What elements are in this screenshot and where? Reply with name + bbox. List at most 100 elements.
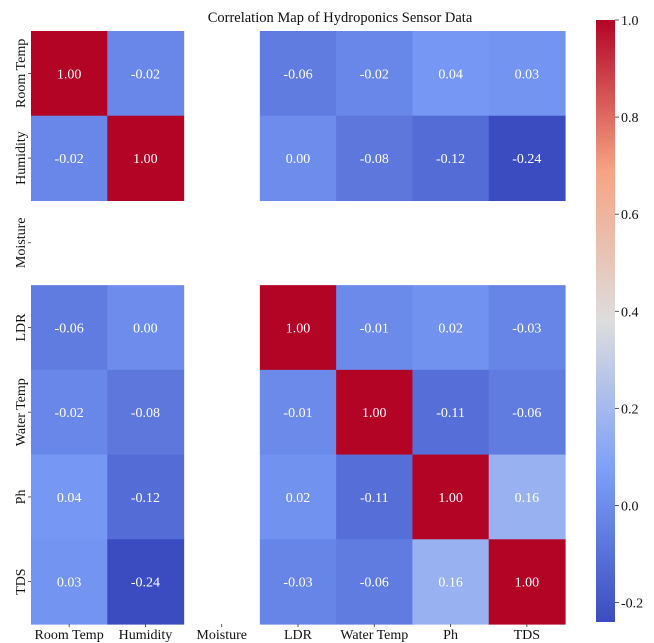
cell-value-label: -0.02	[360, 67, 389, 82]
cell-value-label: -0.12	[131, 491, 160, 506]
y-tick-label: LDR	[14, 313, 29, 342]
heatmap-cell	[412, 285, 490, 371]
colorbar-tick-label: 0.6	[621, 208, 639, 223]
cell-value-label: -0.08	[131, 406, 160, 421]
heatmap-cell	[412, 369, 490, 456]
heatmap-cell	[31, 31, 108, 117]
heatmap-cell-labels: 1.00 -0.02 -0.06 -0.02 0.04 0.03 -0.02 1.00 0.00…	[55, 67, 542, 590]
heatmap-cell	[259, 285, 337, 371]
cell-value-label: 0.02	[438, 322, 463, 337]
y-tick-label: Room Temp	[14, 39, 29, 108]
cell-value-label: -0.02	[131, 67, 160, 82]
cell-value-label: 0.00	[133, 322, 158, 337]
cell-value-label: -0.01	[360, 322, 389, 337]
heatmap-cell	[488, 539, 566, 625]
cell-value-label: 0.03	[515, 67, 540, 82]
heatmap-cell	[336, 285, 414, 371]
heatmap-cell	[107, 115, 185, 202]
cell-value-label: -0.11	[360, 491, 389, 506]
cell-value-label: 0.16	[438, 576, 463, 591]
heatmap-cell	[259, 31, 337, 117]
heatmap-cell	[107, 539, 185, 625]
heatmap-cell	[336, 539, 414, 625]
heatmap-cell	[31, 285, 108, 371]
y-tick-label: Humidity	[14, 131, 29, 185]
heatmap-cell	[412, 31, 490, 117]
heatmap-cell	[336, 115, 414, 202]
colorbar-tick-label: 0.2	[621, 402, 639, 417]
cell-value-label: 1.00	[515, 576, 540, 591]
cell-value-label: -0.02	[55, 152, 84, 167]
heatmap-cell	[336, 31, 414, 117]
cell-value-label: -0.24	[131, 576, 160, 591]
y-tick-label: TDS	[14, 568, 29, 594]
cell-value-label: -0.08	[360, 152, 389, 167]
heatmap-cell	[488, 115, 566, 202]
colorbar-tick-label: 0.8	[621, 111, 639, 126]
colorbar	[596, 20, 615, 622]
colorbar-ticks: 1.0 0.8 0.6 0.4 0.2 0.0 -0.2	[615, 14, 643, 612]
heatmap-cell	[412, 454, 490, 540]
cell-value-label: -0.03	[512, 322, 541, 337]
colorbar-tick-label: 0.4	[621, 305, 639, 320]
y-tick-label: Moisture	[14, 218, 29, 269]
y-tick-label: Ph	[14, 490, 29, 505]
cell-value-label: 0.04	[57, 491, 82, 506]
heatmap-cell	[107, 369, 185, 456]
heatmap-cell	[259, 115, 337, 202]
cell-value-label: -0.01	[283, 406, 312, 421]
cell-value-label: -0.06	[512, 406, 541, 421]
x-axis-labels: Room Temp Humidity Moisture LDR Water Temp Ph…	[35, 624, 540, 643]
colorbar-tick-label: -0.2	[621, 597, 643, 612]
heatmap-cell	[488, 454, 566, 540]
heatmap-cell	[31, 369, 108, 456]
colorbar-tick-label: 0.0	[621, 499, 639, 514]
heatmap-cells	[31, 31, 566, 625]
x-tick-label: Ph	[443, 628, 458, 643]
x-tick-label: Room Temp	[35, 628, 104, 643]
heatmap-cell	[31, 454, 108, 540]
heatmap-cell	[336, 369, 414, 456]
heatmap-cell	[488, 369, 566, 456]
cell-value-label: -0.11	[436, 406, 465, 421]
y-tick-label: Water Temp	[14, 378, 29, 446]
cell-value-label: -0.06	[360, 576, 389, 591]
cell-value-label: -0.02	[55, 406, 84, 421]
heatmap-cell	[107, 31, 185, 117]
x-tick-label: Water Temp	[340, 628, 408, 643]
cell-value-label: 0.04	[438, 67, 463, 82]
cell-value-label: -0.06	[283, 67, 312, 82]
heatmap-cell	[259, 369, 337, 456]
cell-value-label: 1.00	[286, 322, 311, 337]
heatmap-cell	[412, 115, 490, 202]
cell-value-label: 0.16	[515, 491, 540, 506]
x-tick-label: Moisture	[196, 628, 247, 643]
cell-value-label: 1.00	[362, 406, 387, 421]
heatmap-cell	[259, 454, 337, 540]
colorbar-tick-label: 1.0	[621, 14, 639, 29]
cell-value-label: 1.00	[133, 152, 158, 167]
heatmap-cell	[31, 115, 108, 202]
cell-value-label: 1.00	[438, 491, 463, 506]
cell-value-label: -0.24	[512, 152, 541, 167]
heatmap-cell	[259, 539, 337, 625]
x-tick-label: TDS	[514, 628, 540, 643]
cell-value-label: 0.03	[57, 576, 82, 591]
cell-value-label: 0.02	[286, 491, 311, 506]
heatmap-cell	[412, 539, 490, 625]
heatmap-cell	[488, 285, 566, 371]
y-axis-labels: Room Temp Humidity Moisture LDR Water Temp Ph…	[14, 39, 31, 595]
x-tick-label: Humidity	[119, 628, 173, 643]
cell-value-label: -0.12	[436, 152, 465, 167]
heatmap-cell	[336, 454, 414, 540]
cell-value-label: -0.03	[283, 576, 312, 591]
chart-title: Correlation Map of Hydroponics Sensor Da…	[208, 10, 473, 26]
cell-value-label: -0.06	[55, 322, 84, 337]
cell-value-label: 0.00	[286, 152, 311, 167]
heatmap-cell	[107, 454, 185, 540]
x-tick-label: LDR	[284, 628, 313, 643]
heatmap-cell	[31, 539, 108, 625]
heatmap-cell	[107, 285, 185, 371]
cell-value-label: 1.00	[57, 67, 82, 82]
